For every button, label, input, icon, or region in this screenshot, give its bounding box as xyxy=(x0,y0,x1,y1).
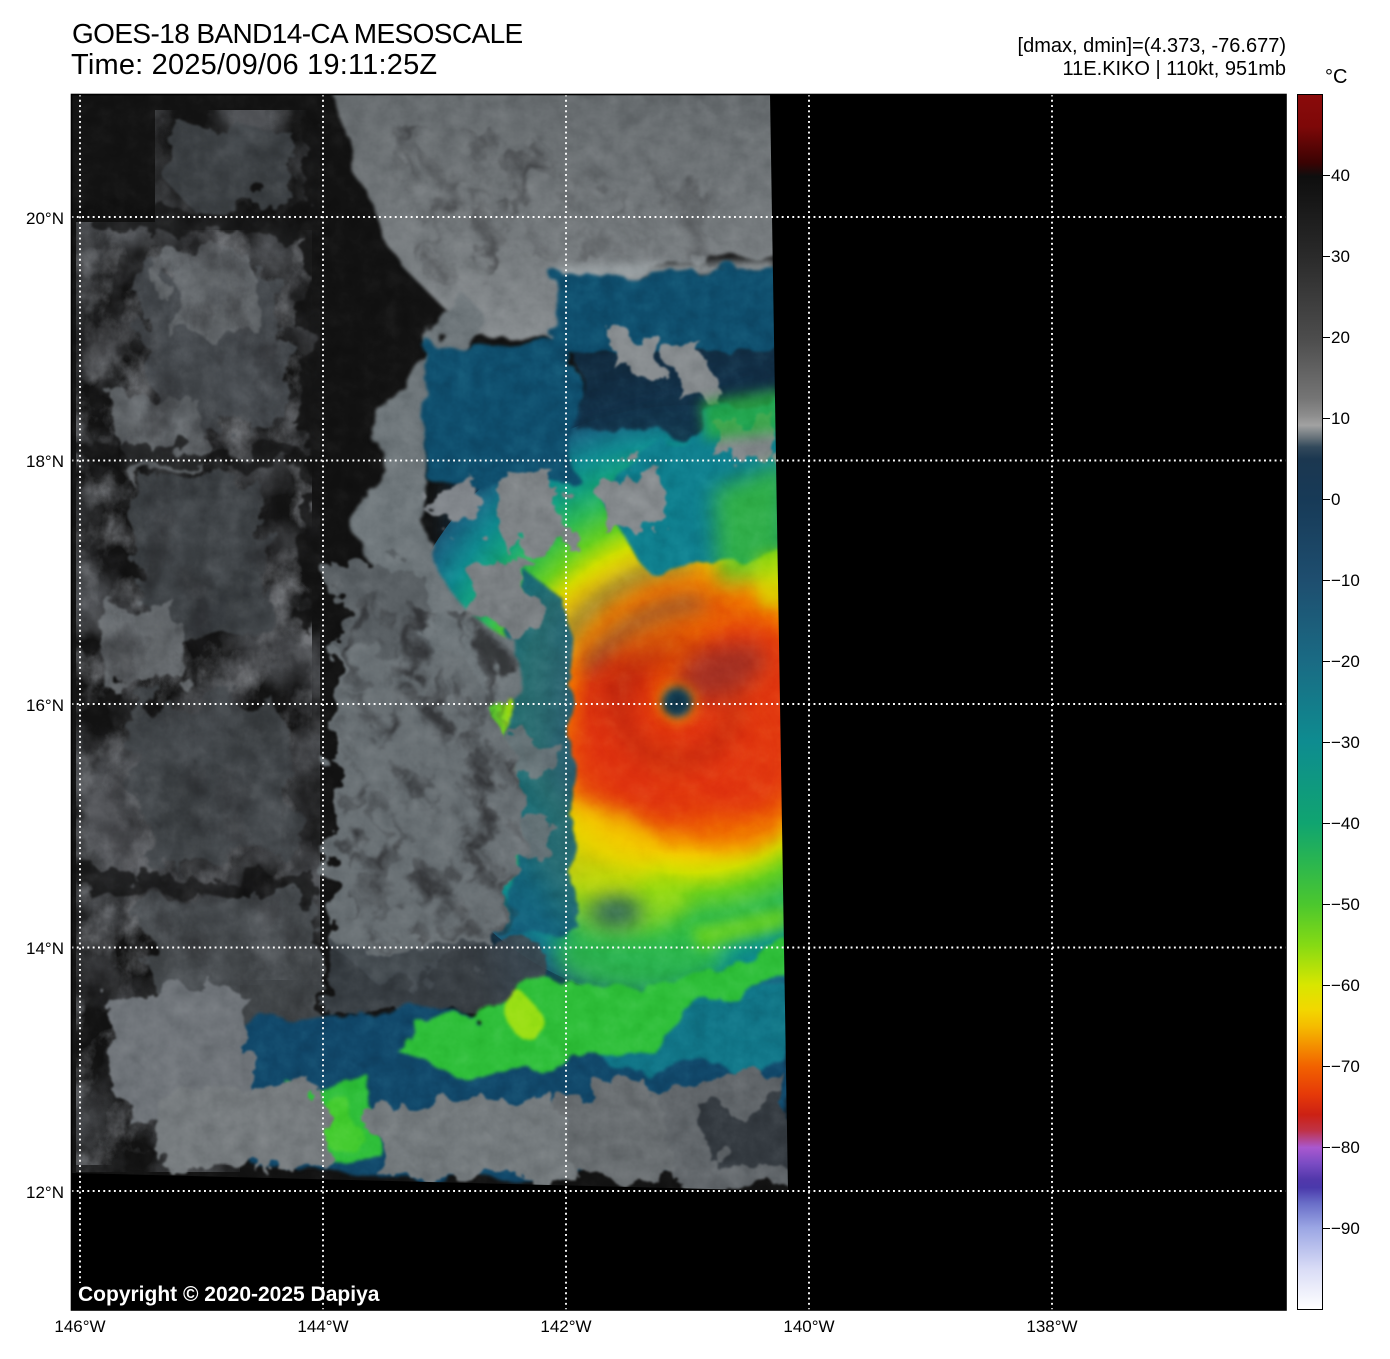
svg-text:Copyright © 2020-2025 Dapiya: Copyright © 2020-2025 Dapiya xyxy=(78,1283,380,1306)
